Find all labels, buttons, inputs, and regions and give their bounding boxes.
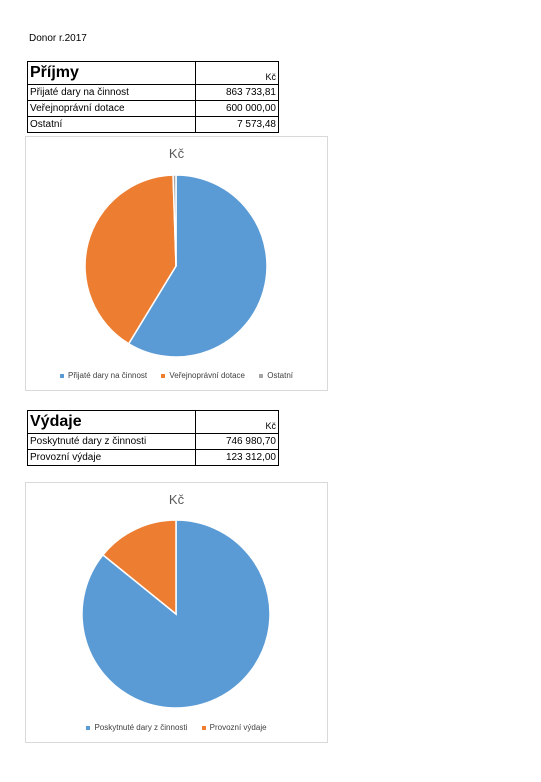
pie-slice [172, 174, 177, 267]
legend-marker [86, 725, 91, 730]
legend-item: Provozní výdaje [201, 723, 267, 732]
pie-slices [81, 519, 271, 709]
expenses-table: Výdaje Kč Poskytnuté dary z činnosti 746… [27, 410, 279, 466]
chart-legend: Přijaté dary na činnost Veřejnoprávní do… [26, 371, 327, 380]
row-value: 746 980,70 [195, 433, 279, 450]
legend-item: Ostatní [259, 371, 293, 380]
chart-title: Kč [168, 492, 185, 507]
document-title: Donor r.2017 [29, 33, 87, 44]
pie-slices [84, 174, 268, 358]
legend-label: Ostatní [267, 371, 294, 380]
pie-slice [127, 174, 268, 358]
chart-legend: Poskytnuté dary z činnosti Provozní výda… [26, 723, 327, 732]
income-pie-svg [84, 174, 268, 358]
row-label: Veřejnoprávní dotace [27, 100, 196, 117]
legend-marker [201, 725, 206, 730]
income-table: Příjmy Kč Přijaté dary na činnost 863 73… [27, 61, 279, 133]
legend-label: Přijaté dary na činnost [67, 371, 148, 380]
table-row: Ostatní 7 573,48 [27, 116, 279, 133]
legend-item: Poskytnuté dary z činnosti [86, 723, 187, 732]
legend-item: Veřejnoprávní dotace [161, 371, 245, 380]
legend-marker [59, 373, 64, 378]
legend-item: Přijaté dary na činnost [59, 371, 148, 380]
table-row: Poskytnuté dary z činnosti 746 980,70 [27, 433, 279, 450]
row-value: 600 000,00 [195, 100, 279, 117]
expenses-pie-chart: Kč Poskytnuté dary z činnosti Provozní v… [25, 482, 328, 743]
income-heading: Příjmy [27, 61, 196, 85]
legend-label: Provozní výdaje [209, 723, 267, 732]
row-label: Poskytnuté dary z činnosti [27, 433, 196, 450]
row-value: 863 733,81 [195, 84, 279, 101]
table-row: Přijaté dary na činnost 863 733,81 [27, 84, 279, 101]
expenses-table-header: Výdaje Kč [27, 410, 279, 434]
expenses-currency-label: Kč [195, 410, 279, 434]
pie-slice [84, 174, 177, 345]
income-pie-chart: Kč Přijaté dary na činnost Veřejnoprávní… [25, 136, 328, 391]
expenses-pie-svg [81, 519, 271, 709]
legend-marker [259, 373, 264, 378]
row-label: Ostatní [27, 116, 196, 133]
row-value: 7 573,48 [195, 116, 279, 133]
legend-marker [161, 373, 166, 378]
legend-label: Veřejnoprávní dotace [169, 371, 245, 380]
expenses-heading: Výdaje [27, 410, 196, 434]
row-label: Provozní výdaje [27, 449, 196, 466]
income-currency-label: Kč [195, 61, 279, 85]
legend-label: Poskytnuté dary z činnosti [94, 723, 188, 732]
row-label: Přijaté dary na činnost [27, 84, 196, 101]
row-value: 123 312,00 [195, 449, 279, 466]
table-row: Provozní výdaje 123 312,00 [27, 449, 279, 466]
pie-slice [101, 519, 177, 616]
income-table-header: Příjmy Kč [27, 61, 279, 85]
chart-title: Kč [168, 146, 185, 161]
table-row: Veřejnoprávní dotace 600 000,00 [27, 100, 279, 117]
